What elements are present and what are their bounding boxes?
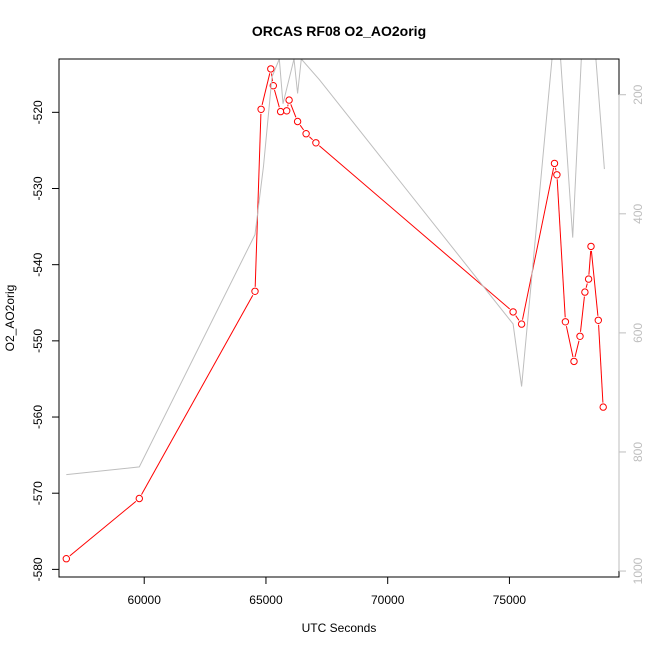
plot-frame <box>58 58 620 578</box>
x-tick-label: 70000 <box>371 593 405 607</box>
series-segment <box>254 113 262 287</box>
series-segment <box>574 340 580 358</box>
secondary-y-tick-label: 400 <box>631 203 645 223</box>
data-point <box>576 332 584 340</box>
chart-title: ORCAS RF08 O2_AO2orig <box>252 23 426 39</box>
y-tick-label: -520 <box>31 100 45 124</box>
data-point <box>62 555 71 563</box>
series-segment <box>274 89 280 108</box>
x-tick-label: 65000 <box>249 593 283 607</box>
data-point <box>293 117 302 126</box>
data-point <box>135 494 144 503</box>
y-tick-label: -570 <box>31 481 45 505</box>
x-tick-label: 75000 <box>493 593 527 607</box>
secondary-y-tick-label: 200 <box>631 84 645 104</box>
series-segment <box>69 501 137 557</box>
data-point <box>594 316 602 324</box>
data-point <box>553 171 561 179</box>
secondary-series-line <box>66 59 605 476</box>
series-segment <box>318 145 511 310</box>
data-point <box>550 159 559 168</box>
data-point <box>267 65 275 73</box>
data-point <box>285 96 293 104</box>
series-segment <box>299 124 305 131</box>
data-point <box>257 105 265 114</box>
series-segment <box>565 326 574 358</box>
data-point <box>599 403 607 411</box>
secondary-y-tick-label: 600 <box>631 323 645 343</box>
y-tick-label: -560 <box>31 405 45 429</box>
x-axis: 60000 65000 70000 75000 <box>128 576 527 607</box>
data-point <box>283 107 291 115</box>
data-point <box>561 318 570 326</box>
data-point <box>276 107 285 116</box>
series-segment <box>588 250 592 275</box>
data-point <box>581 288 589 296</box>
series-segment <box>522 167 555 320</box>
secondary-y-axis: 200 400 600 800 1000 <box>618 84 645 584</box>
data-point <box>509 308 517 316</box>
data-point <box>302 130 310 138</box>
series-segment <box>556 179 566 318</box>
series-segment <box>585 283 588 288</box>
x-axis-title: UTC Seconds <box>302 621 377 635</box>
series-segment <box>580 296 585 332</box>
data-point <box>584 275 593 283</box>
data-point <box>312 139 320 147</box>
y-axis: -520 -530 -540 -550 -560 -570 -580 <box>31 100 60 581</box>
y-tick-label: -540 <box>31 252 45 276</box>
y-tick-label: -530 <box>31 176 45 200</box>
series-segment <box>309 136 313 141</box>
series-segment <box>141 295 254 495</box>
secondary-y-tick-label: 800 <box>631 442 645 462</box>
series-segment <box>261 73 271 106</box>
series-segment <box>515 315 520 321</box>
series-segment <box>598 324 604 403</box>
series-segment <box>590 250 599 316</box>
y-axis-title: O2_AO2orig <box>3 285 17 352</box>
y-tick-label: -580 <box>31 557 45 581</box>
data-point <box>251 287 259 295</box>
data-point <box>517 320 526 328</box>
series-layer <box>62 59 607 563</box>
series-segment <box>290 104 297 118</box>
y-tick-label: -550 <box>31 329 45 353</box>
secondary-y-tick-label: 1000 <box>631 557 645 584</box>
data-point <box>570 357 578 366</box>
series-segment <box>554 167 557 171</box>
data-point <box>587 242 595 251</box>
x-tick-label: 60000 <box>128 593 162 607</box>
